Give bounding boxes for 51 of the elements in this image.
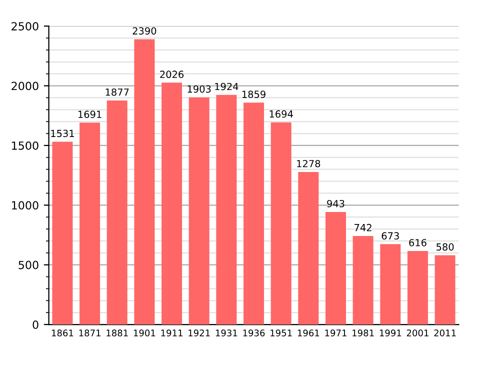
data-label: 943 [327,200,344,208]
data-label: 1691 [78,110,102,118]
data-label: 1531 [51,130,74,138]
data-label: 580 [436,243,454,251]
x-tick-label: 1861 [52,330,74,336]
bar [270,122,292,325]
x-tick-label: 2011 [434,330,456,336]
bar [80,122,100,325]
data-label: 1859 [242,90,266,98]
x-tick-label: 1921 [188,330,210,336]
x-tick-label: 2001 [406,330,428,336]
x-tick-label: 1936 [243,330,265,336]
bar [216,94,237,325]
x-tick-label: 1971 [325,330,346,336]
data-label: 616 [409,238,426,246]
y-tick-label: 0 [32,320,38,329]
data-label: 1903 [188,85,211,93]
x-tick-label: 1871 [79,330,100,336]
bar [380,244,401,325]
data-label: 2390 [132,27,156,35]
y-tick-label: 500 [18,260,38,270]
bar [134,39,155,325]
bar [244,102,264,325]
data-label: 1278 [297,160,320,168]
x-tick-label: 1901 [134,330,156,336]
x-tick-label: 1931 [216,330,238,336]
bar [434,255,456,325]
data-label: 2026 [160,70,184,78]
bar [188,97,210,325]
bar [162,82,182,325]
bar [106,100,128,325]
data-label: 742 [354,224,372,232]
data-label: 673 [382,232,399,240]
x-tick-label: 1991 [380,330,402,336]
x-tick-label: 1881 [106,330,128,336]
y-tick-label: 2000 [12,82,38,90]
data-label: 1694 [270,110,293,118]
y-tick-label: 2500 [12,22,38,30]
data-label: 1924 [215,82,238,90]
bar [298,172,319,325]
x-tick-label: 1981 [352,330,374,336]
bar [352,236,374,325]
x-tick-label: 1961 [298,330,320,336]
bar [52,142,73,325]
x-tick-label: 1911 [161,330,182,336]
y-tick-label: 1000 [12,201,38,210]
x-tick-label: 1951 [270,330,292,336]
data-label: 1877 [106,88,129,96]
bar [407,250,428,325]
bar [325,212,346,325]
y-tick-label: 1500 [12,141,38,150]
